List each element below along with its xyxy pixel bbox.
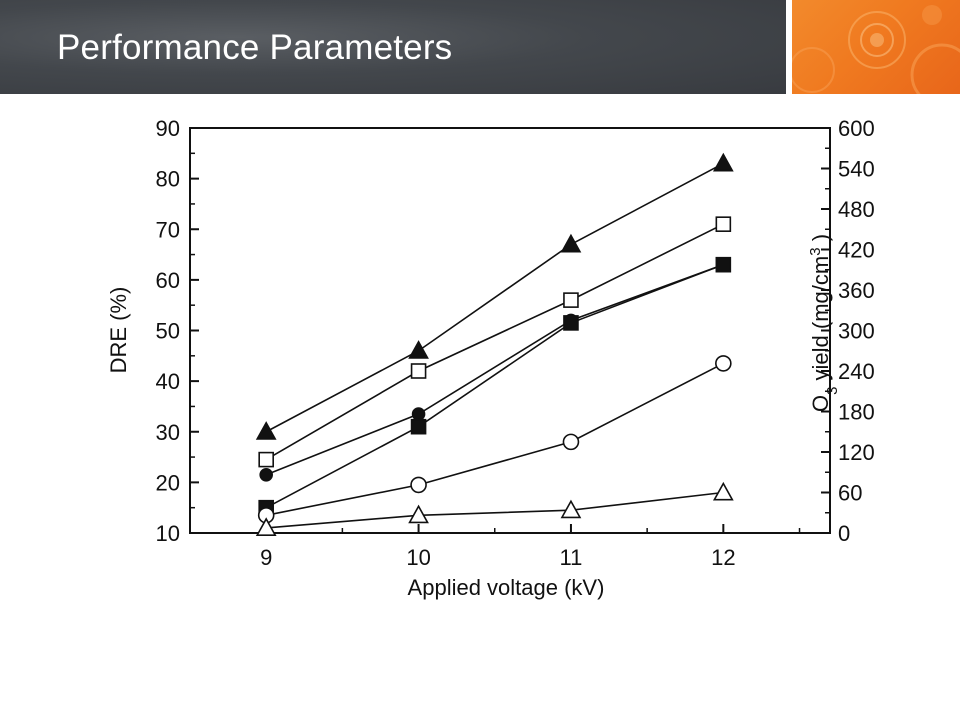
- data-point-triangle: [408, 340, 429, 359]
- plot-frame: [189, 127, 831, 534]
- y-tick-label: 30: [156, 420, 180, 445]
- y-axis-label: DRE (%): [106, 287, 131, 374]
- series-circle-open: [257, 355, 732, 524]
- x-tick-label: 10: [406, 545, 430, 570]
- y2-tick-label: 360: [838, 278, 875, 303]
- series-triangle-open: [255, 481, 734, 536]
- data-point-triangle: [560, 499, 582, 519]
- data-point-square: [563, 292, 579, 308]
- y2-label-sup: 3: [807, 247, 824, 255]
- dre-ozone-chart: 10 20 30 40 50 60 70 80 90 0 60 120 180 240 300 360 420…: [106, 116, 875, 600]
- data-point-circle: [410, 476, 427, 494]
- y2-tick-label: 60: [838, 481, 862, 506]
- y-tick-label: 40: [156, 369, 180, 394]
- bottom-axis: 9 10 11 12: [260, 524, 801, 570]
- y2-tick-label: 240: [838, 359, 875, 384]
- series-line: [266, 362, 724, 517]
- data-point-square: [410, 418, 427, 435]
- series-line: [265, 162, 724, 433]
- series-circle-filled: [259, 257, 731, 482]
- y-tick-label: 50: [156, 319, 180, 344]
- y2-tick-label: 0: [838, 521, 850, 546]
- series-line: [265, 223, 724, 461]
- series-line: [265, 263, 724, 476]
- data-point-circle: [259, 467, 273, 482]
- x-axis-label: Applied voltage (kV): [408, 575, 605, 600]
- decorative-swirl-icon: [792, 5, 960, 94]
- y2-axis-label: O3 yield (mg/cm3 ): [807, 234, 841, 412]
- x-tick-label: 9: [260, 545, 272, 570]
- data-point-triangle: [560, 233, 582, 253]
- y2-tick-label: 300: [838, 319, 875, 344]
- series-line: [266, 491, 724, 529]
- y2-tick-label: 180: [838, 400, 875, 425]
- y-tick-label: 10: [156, 521, 180, 546]
- y2-label-sub: 3: [824, 387, 841, 395]
- series-line: [265, 263, 724, 509]
- y2-label-close: ): [808, 234, 833, 247]
- y2-label-rest: yield (mg/cm: [808, 256, 833, 387]
- y-tick-label: 20: [156, 470, 180, 495]
- data-point-triangle: [408, 504, 429, 524]
- data-point-triangle: [712, 152, 734, 172]
- series-triangle-filled: [255, 152, 734, 440]
- data-point-square: [715, 256, 732, 273]
- data-point-triangle: [712, 481, 734, 501]
- y2-tick-label: 540: [838, 157, 875, 182]
- data-point-triangle: [255, 517, 277, 536]
- y2-tick-label: 480: [838, 197, 875, 222]
- data-point-square: [715, 216, 732, 232]
- y-tick-label: 90: [156, 116, 180, 141]
- data-point-circle: [562, 433, 580, 451]
- header-accent-block: [792, 0, 960, 94]
- y-tick-label: 80: [156, 167, 180, 192]
- y-tick-label: 60: [156, 268, 180, 293]
- right-axis: 0 60 120 180 240 300 360 420 480 540 600: [821, 116, 875, 546]
- y2-tick-label: 420: [838, 238, 875, 263]
- y2-label-main: O: [808, 395, 833, 412]
- data-point-square: [563, 315, 579, 331]
- data-point-triangle: [255, 421, 277, 440]
- left-axis: 10 20 30 40 50 60 70 80 90: [156, 116, 199, 546]
- y2-tick-label: 120: [838, 440, 875, 465]
- chart-container: 10 20 30 40 50 60 70 80 90 0 60 120 180 240 300 360 420…: [90, 108, 880, 608]
- data-point-circle: [411, 407, 426, 421]
- data-point-square: [258, 451, 274, 468]
- series-square-open: [258, 216, 732, 468]
- series-square-filled: [258, 256, 732, 516]
- data-point-circle: [715, 355, 732, 372]
- slide-header: Performance Parameters: [0, 0, 960, 94]
- x-tick-label: 11: [560, 545, 583, 570]
- header-dark-band: [0, 0, 786, 94]
- slide-title: Performance Parameters: [57, 28, 453, 67]
- y2-tick-label: 600: [838, 116, 875, 141]
- series-group: [255, 152, 734, 536]
- y-tick-label: 70: [156, 217, 180, 242]
- x-tick-label: 12: [711, 545, 735, 570]
- data-point-square: [410, 363, 427, 379]
